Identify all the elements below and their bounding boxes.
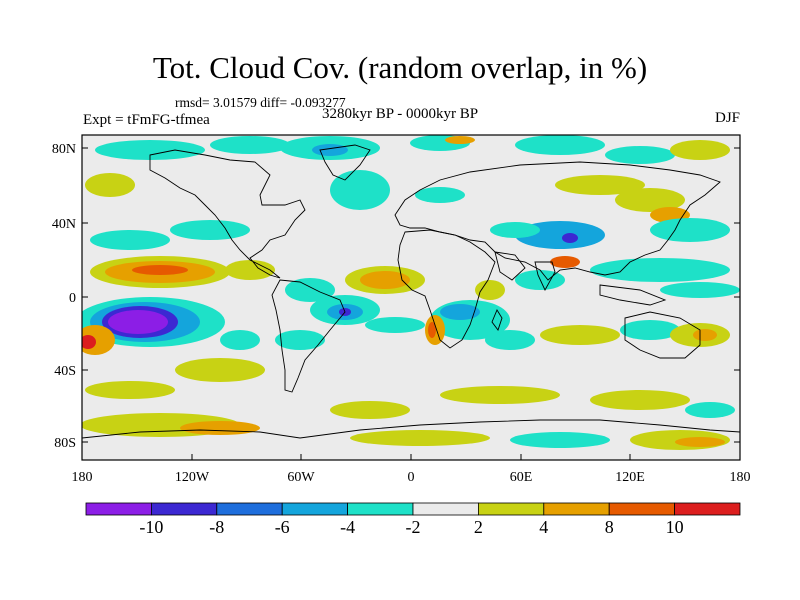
lat-tick-label: 0	[69, 291, 76, 306]
colorbar-label: -10	[139, 517, 163, 537]
colorbar-box	[281, 502, 349, 516]
latitude-axis: 80N 40N 0 40S 80S	[52, 142, 740, 451]
colorbar-label: -6	[275, 517, 290, 537]
stats-line: rmsd= 3.01579 diff= -0.093277	[175, 95, 346, 110]
colorbar-label: -8	[209, 517, 224, 537]
lat-tick-label: 80S	[54, 436, 76, 451]
longitude-axis: 180 120W 60W 0 60E 120E 180	[72, 454, 751, 485]
map-title: Tot. Cloud Cov. (random overlap, in %)	[152, 50, 648, 85]
lat-tick-label: 40S	[54, 364, 76, 379]
colorbar-box	[347, 502, 414, 516]
lon-tick-label: 180	[72, 470, 93, 485]
period-label: 3280kyr BP - 0000kyr BP	[322, 106, 479, 122]
colorbar-label: 4	[539, 517, 548, 537]
colorbar-box	[85, 502, 152, 516]
colorbar-box	[608, 502, 676, 516]
colorbar-box	[674, 502, 741, 516]
lat-tick-label: 40N	[52, 217, 76, 232]
colorbar-label: 8	[605, 517, 614, 537]
experiment-label: Expt = tFmFG-tfmea	[83, 112, 210, 128]
colorbar-label: 2	[474, 517, 483, 537]
season-label: DJF	[714, 110, 740, 126]
lon-tick-label: 60W	[287, 470, 315, 485]
colorbar-box	[150, 502, 218, 516]
colorbar-label: 10	[666, 517, 684, 537]
map-field	[82, 135, 740, 460]
colorbar-box	[543, 502, 610, 516]
colorbar-box	[477, 502, 545, 516]
lat-tick-label: 80N	[52, 142, 76, 157]
colorbar-box	[412, 502, 479, 516]
lon-tick-label: 120W	[175, 470, 210, 485]
lon-tick-label: 120E	[615, 470, 645, 485]
coastlines	[82, 144, 740, 439]
colorbar-label: -2	[406, 517, 421, 537]
colorbar-box	[216, 502, 283, 516]
lon-tick-label: 0	[408, 470, 415, 485]
colorbar-label: -4	[340, 517, 355, 537]
lon-tick-label: 180	[730, 470, 751, 485]
lon-tick-label: 60E	[510, 470, 533, 485]
